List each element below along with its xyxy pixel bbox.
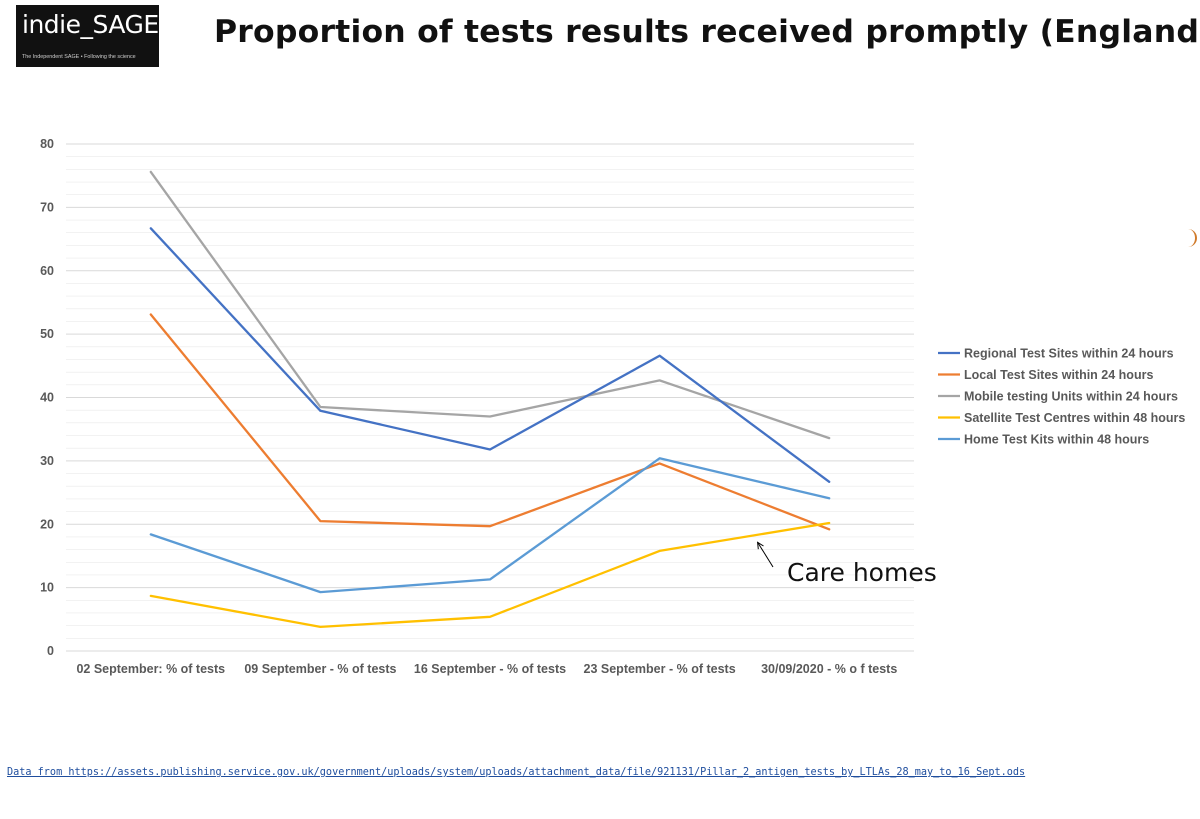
slide-edge-mark xyxy=(1183,229,1197,247)
y-tick-label: 10 xyxy=(40,581,54,595)
legend-entry-label: Local Test Sites within 24 hours xyxy=(964,368,1153,382)
annotation-arrow-line xyxy=(757,541,774,568)
legend-entry-label: Regional Test Sites within 24 hours xyxy=(964,347,1174,361)
chart-annotation: Care homes xyxy=(756,541,937,587)
legend-entry-label: Mobile testing Units within 24 hours xyxy=(964,390,1178,404)
chart-gridlines xyxy=(66,143,914,652)
y-axis-tick-labels: 0 10 20 30 40 50 60 70 80 xyxy=(40,137,54,658)
chart-series xyxy=(149,170,831,629)
y-tick-label: 80 xyxy=(40,137,54,151)
x-tick-label: 02 September: % of tests xyxy=(76,662,225,676)
legend-entry-label: Satellite Test Centres within 48 hours xyxy=(964,411,1185,425)
legend-entry-label: Home Test Kits within 48 hours xyxy=(964,433,1149,447)
series-line xyxy=(149,170,831,440)
y-tick-label: 60 xyxy=(40,264,54,278)
series-line xyxy=(149,521,831,629)
y-tick-label: 0 xyxy=(47,644,54,658)
source-link[interactable]: Data from https://assets.publishing.serv… xyxy=(7,767,1026,778)
indie-sage-logo: indie_SAGE The Independent SAGE • Follow… xyxy=(16,5,159,67)
x-tick-label: 30/09/2020 - % o f tests xyxy=(761,662,897,676)
series-line xyxy=(149,313,831,531)
logo-tagline: The Independent SAGE • Following the sci… xyxy=(22,54,136,60)
logo-text: indie_SAGE xyxy=(22,10,159,39)
annotation-label: Care homes xyxy=(787,558,937,587)
annotation-arrowhead xyxy=(756,541,764,550)
x-axis-tick-labels: 02 September: % of tests 09 September - %… xyxy=(76,662,897,676)
page-title: Proportion of tests results received pro… xyxy=(214,14,1200,50)
y-tick-label: 20 xyxy=(40,517,54,531)
chart-legend: Regional Test Sites within 24 hours Local… xyxy=(938,347,1185,447)
x-tick-label: 16 September - % of tests xyxy=(414,662,566,676)
y-tick-label: 30 xyxy=(40,454,54,468)
y-tick-label: 70 xyxy=(40,200,54,214)
y-tick-label: 40 xyxy=(40,391,54,405)
series-line xyxy=(149,457,831,594)
x-tick-label: 23 September - % of tests xyxy=(584,662,736,676)
series-line xyxy=(149,227,831,483)
y-tick-label: 50 xyxy=(40,327,54,341)
x-tick-label: 09 September - % of tests xyxy=(244,662,396,676)
